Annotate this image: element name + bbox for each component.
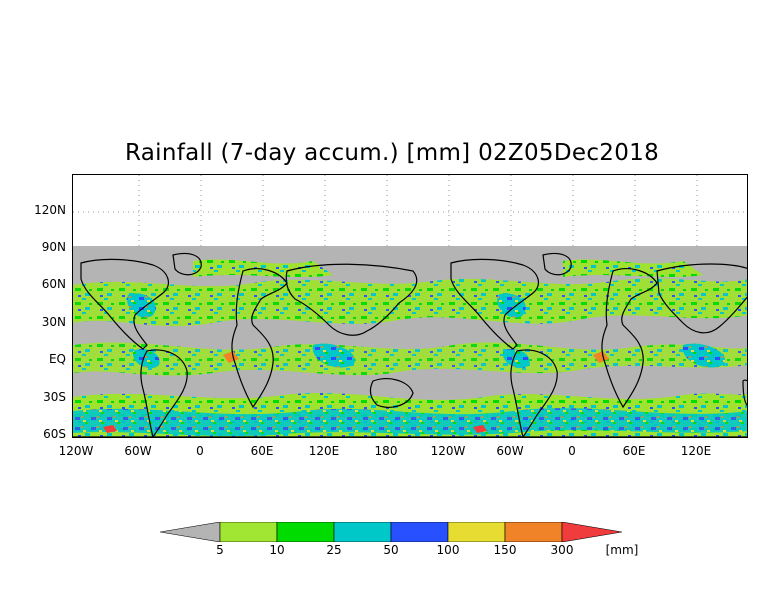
y-tick-60n: 60N	[41, 277, 66, 291]
colorbar-seg-50-100	[390, 522, 449, 542]
y-tick-eq: EQ	[48, 352, 66, 366]
colorbar-label-150: 150	[493, 543, 517, 557]
colorbar-seg-over	[561, 522, 623, 542]
colorbar-seg-under	[160, 522, 221, 542]
y-tick-30n: 30N	[41, 315, 66, 329]
colorbar-label-25: 25	[326, 543, 342, 557]
colorbar-seg-10-25	[276, 522, 335, 542]
colorbar-seg-150-300	[504, 522, 563, 542]
rain-bands	[73, 259, 747, 437]
y-tick-90n: 90N	[41, 240, 66, 254]
gridlines	[73, 175, 747, 246]
x-tick-120w-2: 120W	[430, 444, 466, 458]
x-tick-0: 0	[196, 444, 204, 458]
y-tick-60s: 60S	[43, 427, 66, 441]
colorbar	[160, 522, 623, 542]
colorbar-label-50: 50	[383, 543, 399, 557]
colorbar-label-100: 100	[436, 543, 460, 557]
colorbar-label-5: 5	[216, 543, 224, 557]
x-tick-180: 180	[374, 444, 398, 458]
x-tick-60e-2: 60E	[622, 444, 646, 458]
x-tick-0-2: 0	[568, 444, 576, 458]
map-canvas	[73, 175, 747, 437]
x-tick-120e: 120E	[308, 444, 340, 458]
colorbar-seg-25-50	[333, 522, 392, 542]
colorbar-label-300: 300	[550, 543, 574, 557]
rainfall-map	[72, 174, 748, 438]
coastlines	[73, 252, 747, 437]
y-tick-30s: 30S	[43, 390, 66, 404]
colorbar-seg-5-10	[219, 522, 278, 542]
x-tick-60w: 60W	[124, 444, 152, 458]
x-tick-60e: 60E	[250, 444, 274, 458]
x-tick-120e-2: 120E	[680, 444, 712, 458]
x-tick-60w-2: 60W	[496, 444, 524, 458]
x-tick-120w: 120W	[58, 444, 94, 458]
y-tick-120n: 120N	[34, 203, 66, 217]
colorbar-label-10: 10	[269, 543, 285, 557]
colorbar-seg-100-150	[447, 522, 506, 542]
plot-title: Rainfall (7-day accum.) [mm] 02Z05Dec201…	[125, 140, 659, 166]
colorbar-unit: [mm]	[605, 543, 639, 557]
